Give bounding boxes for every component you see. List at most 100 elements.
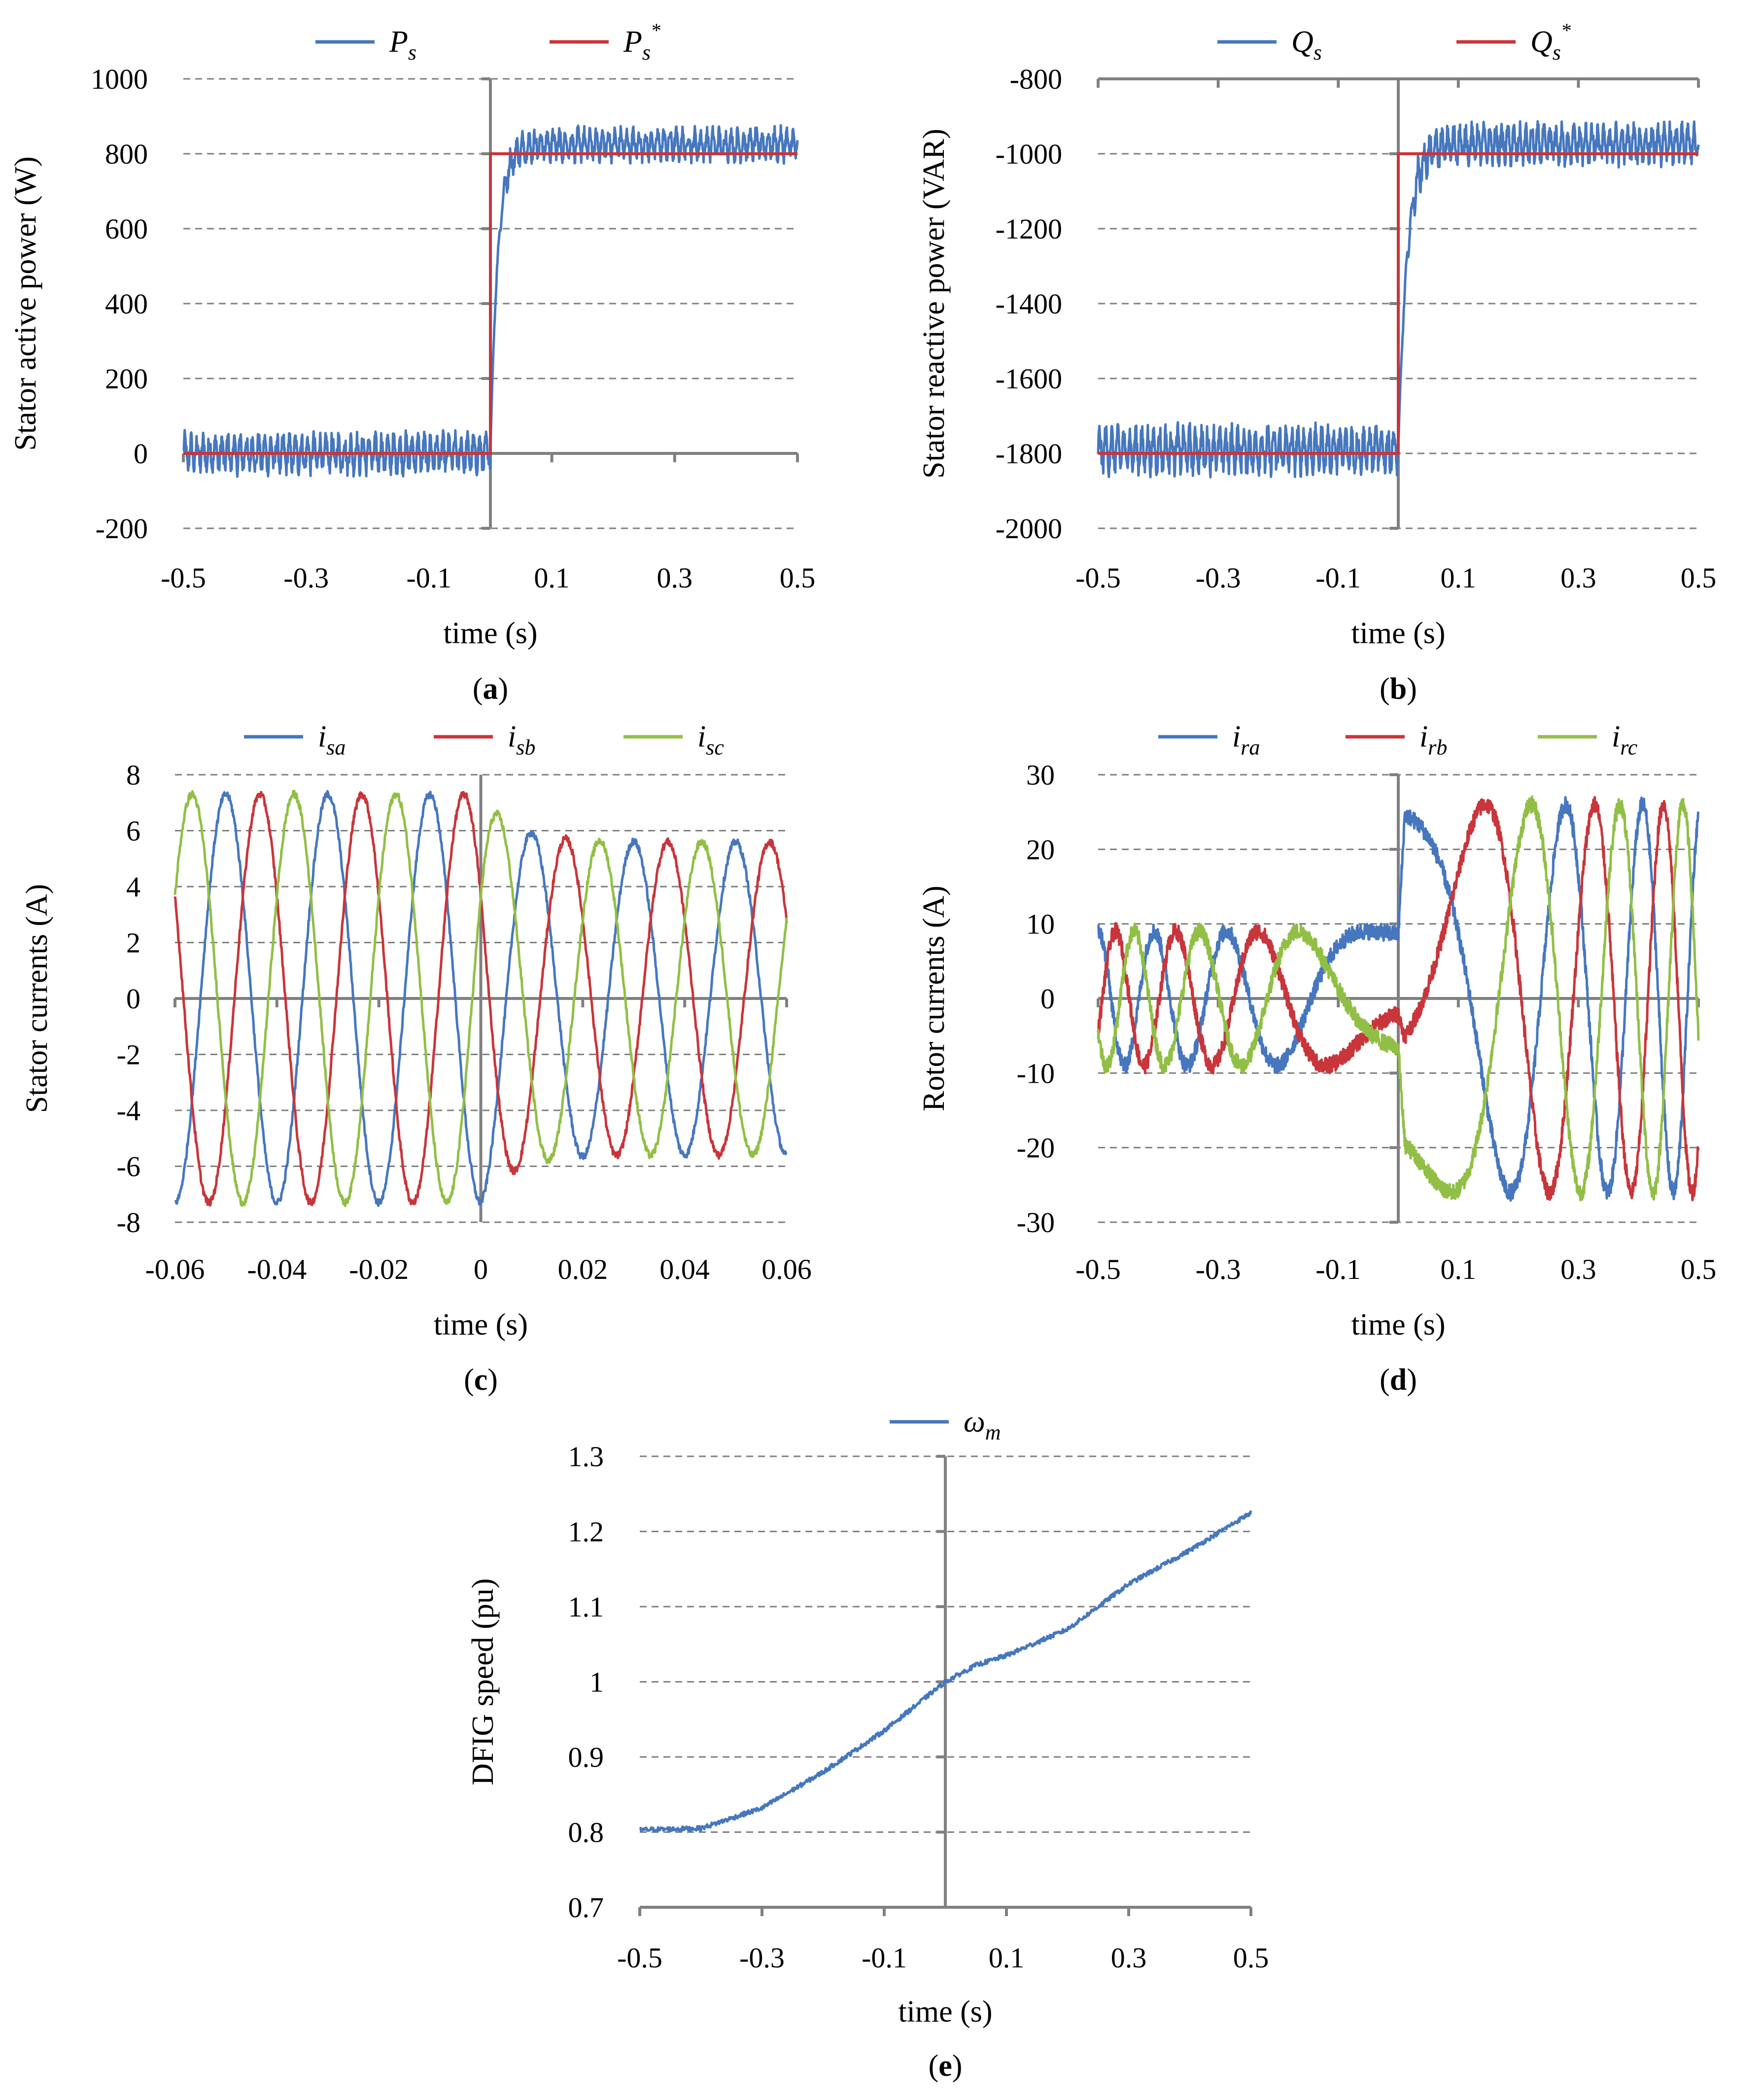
x-tick-label: 0.3 bbox=[1111, 1942, 1147, 1974]
series-line-irc bbox=[1097, 795, 1700, 1202]
y-tick-label: 2 bbox=[126, 927, 140, 959]
y-tick-label: 400 bbox=[105, 288, 148, 320]
y-tick-label: 8 bbox=[126, 759, 140, 791]
y-tick-label: 20 bbox=[1026, 833, 1055, 865]
x-tick-label: 0.1 bbox=[1441, 1253, 1477, 1285]
y-tick-label: -10 bbox=[1017, 1057, 1055, 1089]
legend-item: Qs* bbox=[1456, 19, 1571, 65]
x-tick-label: -0.1 bbox=[862, 1942, 907, 1974]
legend-item: irb bbox=[1346, 720, 1447, 759]
legend-label: Ps bbox=[389, 25, 416, 65]
x-tick-label: 0.04 bbox=[659, 1253, 710, 1285]
legend-item: isa bbox=[244, 720, 346, 759]
panel-label: (d) bbox=[1380, 1363, 1417, 1397]
y-tick-label: -4 bbox=[117, 1095, 140, 1127]
x-tick-label: -0.5 bbox=[161, 562, 206, 594]
x-tick-label: -0.3 bbox=[283, 562, 329, 594]
y-tick-label: 0.9 bbox=[568, 1741, 604, 1773]
y-tick-label: 6 bbox=[126, 815, 140, 847]
y-axis-title: Stator reactive power (VAR) bbox=[917, 129, 951, 479]
chart-panel-b: -800 -1000 -1200 -1400 -1600 -1800 -2000 -0.5 -0… bbox=[917, 19, 1716, 706]
x-tick-label: -0.3 bbox=[1196, 1253, 1241, 1285]
y-tick-label: -200 bbox=[96, 513, 148, 545]
y-tick-label: 1.2 bbox=[568, 1516, 604, 1548]
y-tick-label: -2 bbox=[117, 1039, 140, 1071]
chart-panel-c: 8 6 4 2 0 -2 -4 -6 -8-0.06 -0.04 -0.02 0 0.02 0.04 0.0… bbox=[20, 720, 812, 1397]
x-tick-label: 0.5 bbox=[780, 562, 816, 594]
y-axis-title: Stator active power (W) bbox=[9, 156, 42, 450]
y-tick-label: -2000 bbox=[996, 513, 1062, 545]
series-line-Qs* bbox=[1098, 152, 1698, 455]
y-tick-label: -8 bbox=[117, 1206, 140, 1238]
legend-item: Ps bbox=[315, 25, 416, 65]
y-axis-title: DFIG speed (pu) bbox=[466, 1578, 500, 1785]
y-tick-label: -1200 bbox=[996, 213, 1062, 245]
x-axis-title: time (s) bbox=[1351, 617, 1445, 650]
y-tick-label: 0 bbox=[134, 438, 148, 470]
x-tick-label: -0.5 bbox=[1075, 1253, 1121, 1285]
panel-label: (a) bbox=[473, 672, 508, 706]
series-line-Ps* bbox=[183, 152, 797, 455]
legend-item: Qs bbox=[1217, 25, 1322, 65]
series-line-ωm bbox=[639, 1510, 1252, 1833]
y-tick-label: -1600 bbox=[996, 363, 1062, 395]
legend-label: ωm bbox=[964, 1405, 1001, 1444]
legend-item: ira bbox=[1158, 720, 1260, 759]
x-tick-label: 0.3 bbox=[1560, 1253, 1596, 1285]
x-tick-label: 0.5 bbox=[1681, 562, 1717, 594]
legend-label: Qs bbox=[1291, 25, 1322, 65]
y-tick-label: 4 bbox=[126, 871, 140, 903]
series-line-isa bbox=[174, 790, 788, 1207]
legend-item: isc bbox=[623, 720, 724, 759]
y-tick-label: 1.1 bbox=[568, 1591, 604, 1623]
x-tick-label: -0.3 bbox=[739, 1942, 785, 1974]
x-axis-title: time (s) bbox=[1351, 1308, 1445, 1341]
x-tick-label: -0.5 bbox=[617, 1942, 662, 1974]
legend-label: ira bbox=[1232, 720, 1260, 759]
x-tick-label: -0.04 bbox=[247, 1253, 307, 1285]
x-tick-label: 0.1 bbox=[1441, 562, 1477, 594]
x-tick-label: -0.5 bbox=[1075, 562, 1121, 594]
y-axis-title: Rotor currents (A) bbox=[917, 886, 951, 1111]
legend-item: isb bbox=[434, 720, 535, 759]
legend-item: ωm bbox=[890, 1405, 1001, 1444]
y-tick-label: 200 bbox=[105, 363, 148, 395]
series-line-irb bbox=[1097, 796, 1700, 1202]
y-tick-label: 0.7 bbox=[568, 1891, 604, 1924]
x-axis-title: time (s) bbox=[898, 1995, 992, 2028]
x-tick-label: 0.02 bbox=[558, 1253, 608, 1285]
x-tick-label: 0.3 bbox=[657, 562, 693, 594]
y-tick-label: -1800 bbox=[996, 438, 1062, 470]
legend-item: irc bbox=[1538, 720, 1638, 759]
chart-panel-e: 1.3 1.2 1.1 1 0.9 0.8 0.7 -0.5 -0.3 -0.1 0.1 0.3 0.5… bbox=[466, 1405, 1269, 2083]
x-tick-label: 0.06 bbox=[761, 1253, 812, 1285]
legend-item: Ps* bbox=[550, 19, 660, 65]
y-tick-label: -1000 bbox=[996, 138, 1062, 170]
panel-label: (b) bbox=[1380, 672, 1417, 706]
y-tick-label: 600 bbox=[105, 213, 148, 245]
x-tick-label: 0 bbox=[474, 1253, 488, 1285]
y-tick-label: 30 bbox=[1026, 759, 1055, 791]
x-tick-label: -0.1 bbox=[1315, 562, 1361, 594]
y-tick-label: -30 bbox=[1017, 1206, 1055, 1238]
panel-label: (e) bbox=[929, 2049, 963, 2083]
y-tick-label: 1 bbox=[589, 1666, 604, 1698]
legend-label: isc bbox=[697, 720, 724, 759]
x-axis-title: time (s) bbox=[443, 617, 537, 650]
legend-label: irc bbox=[1612, 720, 1638, 759]
y-tick-label: -6 bbox=[117, 1151, 140, 1183]
x-tick-label: -0.02 bbox=[349, 1253, 409, 1285]
x-tick-label: 0.3 bbox=[1560, 562, 1596, 594]
y-tick-label: 800 bbox=[105, 138, 148, 170]
legend-label: Qs* bbox=[1530, 19, 1571, 65]
y-tick-label: -800 bbox=[1010, 63, 1062, 95]
panel-label: (c) bbox=[464, 1363, 498, 1397]
y-tick-label: 0.8 bbox=[568, 1817, 604, 1849]
x-tick-label: 0.5 bbox=[1233, 1942, 1269, 1974]
x-tick-label: -0.06 bbox=[145, 1253, 205, 1285]
x-tick-label: 0.1 bbox=[534, 562, 570, 594]
chart-panel-a: 1000 800 600 400 200 0 -200 -0.5 -0.3 -0.1 0.1 0.3 0… bbox=[9, 19, 815, 706]
series-line-isc bbox=[173, 790, 788, 1207]
y-tick-label: 10 bbox=[1026, 908, 1055, 940]
